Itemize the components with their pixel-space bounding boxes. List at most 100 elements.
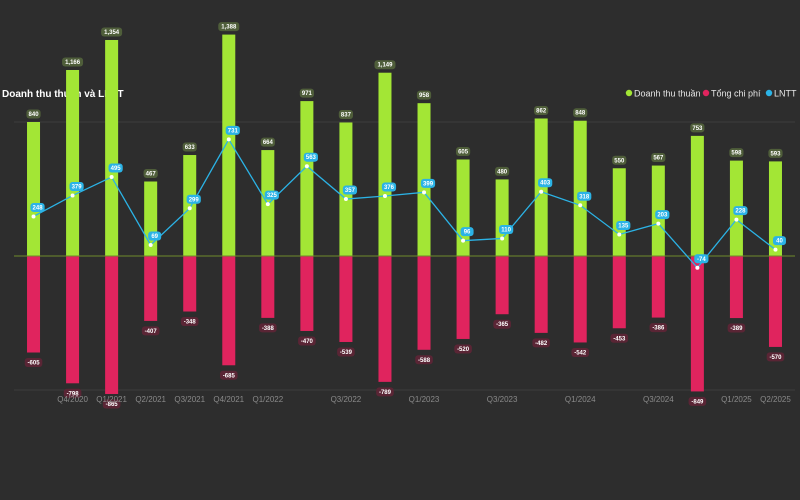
profit-point <box>382 194 387 199</box>
cost-label: -348 <box>180 317 199 327</box>
revenue-bars <box>27 34 782 257</box>
x-tick-label: Q1/2024 <box>565 395 596 404</box>
cost-bars <box>27 256 782 394</box>
cost-label-bg <box>219 370 238 380</box>
cost-label-text: -849 <box>691 399 704 405</box>
profit-point <box>539 189 544 194</box>
profit-label-bg <box>616 220 631 230</box>
profit-point <box>226 137 231 142</box>
profit-label-text: 379 <box>72 185 83 191</box>
cost-bar <box>300 256 314 331</box>
cost-label-bg <box>141 326 160 336</box>
legend-item[interactable]: LNTT <box>765 89 797 99</box>
cost-label: -542 <box>571 347 590 357</box>
profit-label: 325 <box>264 190 279 200</box>
revenue-bar <box>222 34 236 257</box>
revenue-label: 971 <box>299 88 314 98</box>
revenue-label-text: 1,354 <box>104 30 120 36</box>
cost-label-text: -588 <box>418 358 431 364</box>
revenue-label-bg <box>101 27 123 37</box>
revenue-label-text: 593 <box>770 151 781 157</box>
profit-label: 563 <box>303 152 318 162</box>
legend-item[interactable]: Doanh thu thuần <box>625 89 701 99</box>
profit-label-text: 399 <box>423 181 434 187</box>
revenue-label-bg <box>260 137 275 147</box>
revenue-label-bg <box>690 123 705 133</box>
profit-label-text: 403 <box>540 181 551 187</box>
cost-label-text: -365 <box>496 322 509 328</box>
cost-bar <box>105 256 119 394</box>
revenue-label-text: 1,166 <box>65 60 81 66</box>
profit-point <box>109 175 114 180</box>
cost-label: -849 <box>688 396 707 406</box>
revenue-label-bg <box>651 153 666 163</box>
cost-label-text: -482 <box>535 341 548 347</box>
profit-label-bg <box>186 194 201 204</box>
cost-label-text: -453 <box>613 336 626 342</box>
profit-point <box>500 236 505 241</box>
cost-bar <box>417 256 431 350</box>
revenue-label: 837 <box>338 109 354 119</box>
revenue-label-text: 971 <box>302 91 313 97</box>
profit-label: 40 <box>772 236 786 246</box>
revenue-label-bg <box>495 166 510 176</box>
cost-label-bg <box>63 388 82 398</box>
revenue-label-bg <box>534 105 549 115</box>
revenue-label: 593 <box>768 148 783 158</box>
x-tick-label: Q3/2022 <box>331 395 362 404</box>
cost-label-bg <box>454 344 472 354</box>
profit-point <box>304 164 309 169</box>
profit-label-text: 299 <box>189 197 200 203</box>
legend-dot <box>702 89 710 97</box>
profit-label-bg <box>148 231 162 241</box>
cost-label-text: -798 <box>67 391 80 397</box>
cost-label-bg <box>180 317 199 327</box>
cost-label: -539 <box>337 347 355 357</box>
cost-label: -470 <box>298 336 316 346</box>
cost-label: -389 <box>727 323 746 333</box>
legend-item[interactable]: Tổng chi phí <box>702 89 761 99</box>
revenue-label-text: 467 <box>146 172 157 178</box>
profit-label-bg <box>303 152 318 162</box>
cost-label-text: -542 <box>574 350 587 356</box>
revenue-label: 480 <box>495 166 510 176</box>
profit-point <box>734 217 739 222</box>
profit-label-bg <box>264 190 279 200</box>
profit-line <box>31 137 778 270</box>
cost-label: -588 <box>415 355 433 365</box>
cost-bar <box>261 256 275 318</box>
x-tick-label: Q3/2023 <box>487 395 518 404</box>
revenue-bar <box>300 101 314 256</box>
profit-label-text: 135 <box>618 223 629 229</box>
revenue-bar <box>183 155 197 256</box>
profit-point <box>578 203 583 208</box>
profit-label-bg <box>499 224 514 234</box>
cost-bar <box>66 256 80 384</box>
revenue-label-text: 1,388 <box>221 25 237 31</box>
profit-point <box>187 206 192 211</box>
cost-label-bg <box>571 347 590 357</box>
profit-label-text: 325 <box>267 193 278 199</box>
cost-label: -789 <box>376 387 394 397</box>
revenue-label-text: 550 <box>614 158 625 164</box>
cost-label: -407 <box>141 326 160 336</box>
cost-label-text: -388 <box>262 326 275 332</box>
profit-label-text: 731 <box>228 128 239 134</box>
profit-label-text: -74 <box>697 257 706 263</box>
profit-label-bg <box>30 202 45 212</box>
profit-label: 135 <box>616 220 631 230</box>
cost-label-text: -348 <box>184 320 197 326</box>
profit-label-text: 40 <box>776 239 783 245</box>
x-tick-label: Q4/2020 <box>57 395 88 404</box>
profit-point <box>148 242 153 247</box>
x-tick-label: Q1/2023 <box>409 395 440 404</box>
cost-label: -453 <box>610 333 629 343</box>
x-tick-label: Q2/2021 <box>135 395 166 404</box>
profit-label-bg <box>381 182 397 192</box>
profit-label-bg <box>694 254 709 264</box>
cost-label: -605 <box>24 358 43 368</box>
legend-label: Doanh thu thuần <box>634 89 701 99</box>
profit-point <box>617 232 622 237</box>
legend-label: LNTT <box>774 89 797 99</box>
